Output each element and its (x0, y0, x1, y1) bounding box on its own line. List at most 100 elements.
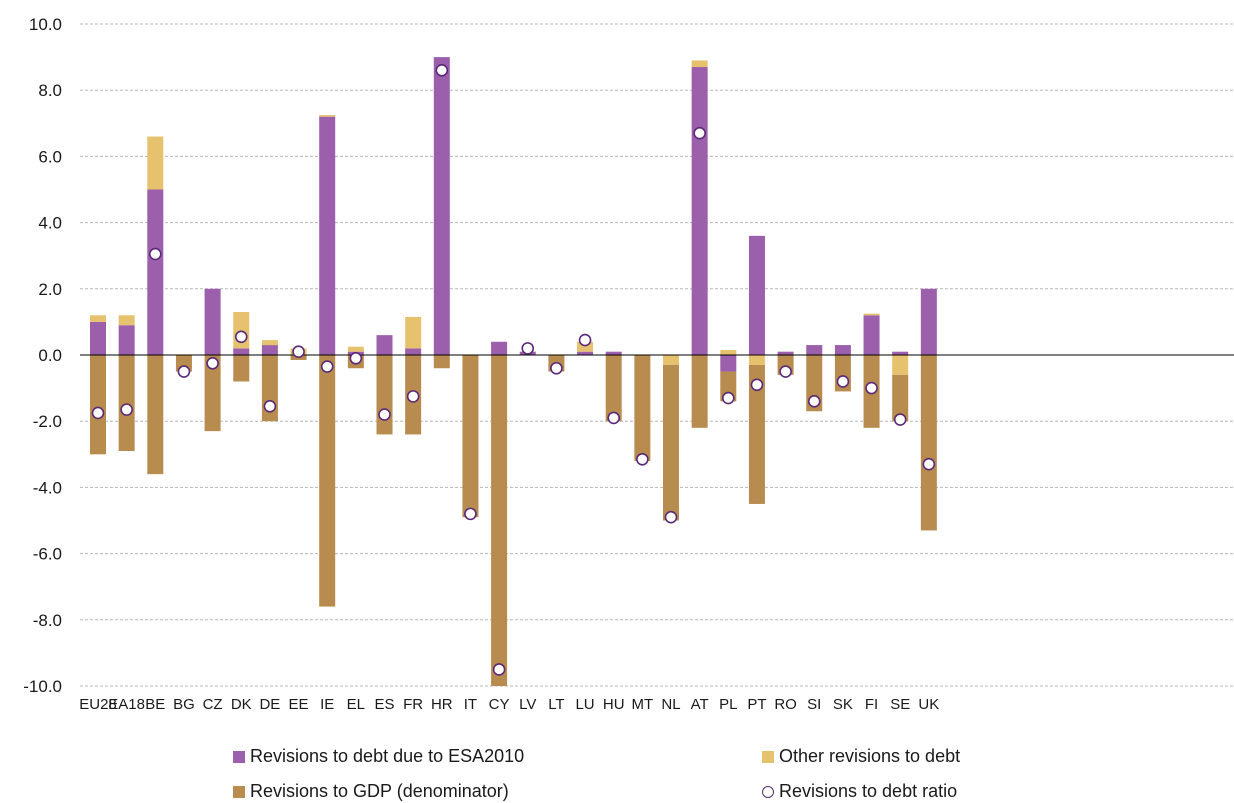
marker-se (893, 413, 907, 426)
bar-pl-series-0 (720, 355, 737, 372)
x-tick-label: LU (575, 696, 594, 713)
x-tick-label: DE (259, 696, 280, 713)
y-tick-label: -8.0 (33, 611, 62, 630)
marker-nl (664, 510, 678, 524)
bar-hr-series-2 (433, 355, 450, 369)
y-tick-label: 10.0 (29, 15, 62, 34)
bar-se-series-0 (892, 351, 909, 355)
x-tick-label: IE (320, 696, 334, 713)
x-tick-label: MT (632, 696, 654, 713)
marker-sk (836, 375, 850, 388)
marker-fi (865, 381, 878, 395)
bar-lu-series-0 (577, 351, 594, 355)
bar-be-series-0 (147, 189, 164, 355)
x-tick-label: EU28 (79, 696, 117, 713)
x-tick-label: ES (374, 696, 394, 713)
bar-es-series-2 (376, 355, 393, 435)
bar-de-series-1 (261, 340, 278, 346)
bar-be-series-1 (147, 136, 164, 190)
marker-bg (177, 365, 191, 378)
x-tick-label: HR (431, 696, 453, 713)
marker-lu (578, 333, 592, 347)
bar-dk-series-0 (233, 348, 250, 355)
y-tick-label: 2.0 (38, 280, 62, 299)
bar-nl-series-1 (663, 355, 679, 365)
marker-fr (406, 390, 420, 403)
marker-si (807, 395, 821, 408)
marker-ee (292, 345, 305, 358)
marker-cz (206, 356, 219, 370)
y-tick-label: 0.0 (38, 346, 62, 365)
x-tick-label: SE (890, 696, 910, 713)
x-tick-label: PT (747, 696, 766, 713)
x-tick-label: FI (865, 696, 878, 713)
bar-cy-series-2 (491, 355, 508, 686)
marker-hu (607, 411, 621, 425)
y-axis: 10.0 8.0 6.0 4.0 2.0 0.0 -2.0 -4.0 -6.0 -8.0 -10.0 (23, 15, 62, 696)
bar-pl-series-1 (720, 350, 737, 355)
marker-at (693, 126, 706, 140)
bar-ie-series-2 (319, 355, 336, 607)
bar-cz-series-2 (204, 355, 221, 432)
marker-it (464, 507, 477, 521)
bar-lu-series-1 (577, 341, 594, 352)
x-tick-label: CZ (203, 696, 223, 713)
y-tick-label: 4.0 (38, 214, 62, 233)
marker-de (263, 400, 277, 413)
bar-si-series-0 (806, 345, 823, 355)
y-tick-label: -2.0 (33, 412, 62, 431)
x-tick-label: BG (173, 696, 195, 713)
y-tick-label: -10.0 (23, 677, 62, 696)
y-tick-label: -4.0 (33, 478, 62, 497)
bar-pt-series-0 (748, 235, 765, 355)
bar-uk-series-2 (920, 355, 937, 531)
bars (90, 57, 937, 686)
y-tick-label: 8.0 (38, 81, 62, 100)
bar-nl-series-2 (663, 364, 679, 521)
bar-eu28-series-2 (90, 355, 106, 455)
bar-ie-series-1 (319, 115, 336, 117)
marker-be (149, 247, 162, 261)
marker-el (349, 352, 363, 365)
x-tick-label: RO (774, 696, 797, 713)
marker-cy (492, 663, 506, 676)
bar-at-series-2 (691, 355, 708, 428)
bar-hu-series-0 (605, 351, 622, 355)
marker-lt (550, 361, 563, 375)
x-tick-label: NL (661, 696, 680, 713)
x-tick-label: DK (231, 696, 252, 713)
x-tick-label: HU (603, 696, 625, 713)
bar-el-series-1 (347, 346, 364, 352)
x-tick-label: PL (719, 696, 737, 713)
bar-at-series-0 (691, 67, 708, 355)
bar-mt-series-2 (634, 355, 651, 461)
markers (91, 64, 936, 676)
marker-uk (922, 457, 936, 471)
marker-eu28 (91, 406, 105, 420)
bar-hr-series-0 (433, 57, 450, 355)
bar-es-series-0 (376, 335, 393, 355)
bar-fi-series-1 (863, 313, 880, 316)
bar-de-series-0 (261, 345, 278, 355)
y-tick-label: 6.0 (38, 147, 62, 166)
bar-at-series-1 (691, 60, 708, 68)
marker-lv (521, 342, 535, 355)
x-tick-label: EL (347, 696, 365, 713)
y-tick-label: -6.0 (33, 545, 62, 564)
bar-dk-series-2 (233, 355, 250, 382)
x-tick-label: UK (918, 696, 939, 713)
bar-be-series-2 (147, 355, 164, 475)
marker-pt (750, 378, 764, 392)
bar-ea18-series-2 (118, 355, 135, 451)
marker-ro (779, 365, 792, 378)
x-tick-label: CY (489, 696, 510, 713)
bar-ie-series-0 (319, 116, 336, 356)
x-tick-label: BE (145, 696, 165, 713)
bar-cz-series-0 (204, 288, 221, 355)
bar-eu28-series-0 (90, 321, 106, 355)
marker-es (378, 408, 391, 421)
x-tick-label: EA18 (108, 696, 145, 713)
x-tick-label: SK (833, 696, 853, 713)
